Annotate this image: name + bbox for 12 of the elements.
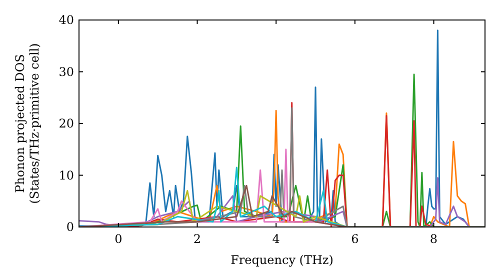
x-tick-label: 6 <box>351 232 359 246</box>
y-axis-title: Phonon projected DOS (States/THz·primitive cell) <box>13 43 42 204</box>
y-tick-label: 30 <box>58 64 74 79</box>
x-tick-label: 8 <box>430 232 438 246</box>
y-tick-label: 10 <box>58 168 74 182</box>
x-axis-title: Frequency (THz) <box>230 253 334 267</box>
y-tick-label: 20 <box>58 116 74 131</box>
x-tick-label: 2 <box>193 232 202 246</box>
y-tick-label: 40 <box>58 13 74 28</box>
x-tick-label: 4 <box>272 232 280 246</box>
y-tick-label: 0 <box>66 220 74 234</box>
x-tick-label: 0 <box>114 232 122 246</box>
